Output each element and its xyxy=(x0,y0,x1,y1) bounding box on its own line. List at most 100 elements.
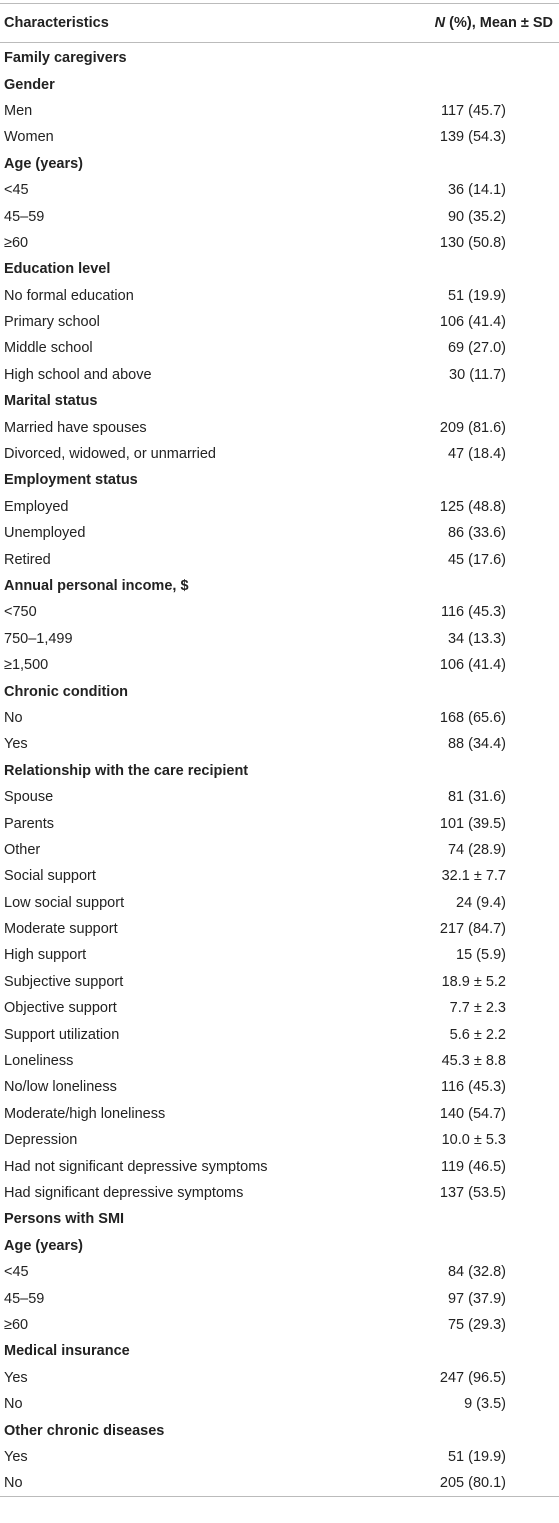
value-cell: 119 (46.5) xyxy=(440,1158,506,1175)
page: Characteristics N (%), Mean ± SD Family … xyxy=(0,3,559,1523)
section-row: Persons with SMI xyxy=(0,1206,559,1232)
value-cell: 32.1 ± 7.7 xyxy=(441,868,506,885)
label-cell: Moderate/high loneliness xyxy=(4,1105,166,1122)
label-cell: 45–59 xyxy=(4,1290,45,1307)
label-cell: No xyxy=(4,709,23,726)
section-row: Medical insurance xyxy=(0,1338,559,1364)
section-row: Employment status xyxy=(0,467,559,493)
value-cell: 45 (17.6) xyxy=(447,551,506,568)
section-row: Annual personal income, $ xyxy=(0,573,559,599)
data-row: Married have spouses 209 (81.6) xyxy=(0,414,559,440)
data-row: Moderate/high loneliness 140 (54.7) xyxy=(0,1101,559,1127)
header-text: (%), Mean ± SD xyxy=(445,15,553,31)
label-cell: <45 xyxy=(4,182,29,199)
value-cell: 34 (13.3) xyxy=(447,630,506,647)
value-cell: 75 (29.3) xyxy=(447,1316,506,1333)
label-cell: Moderate support xyxy=(4,921,118,938)
data-row: High support 15 (5.9) xyxy=(0,942,559,968)
value-cell: 47 (18.4) xyxy=(447,446,506,463)
section-row: Chronic condition xyxy=(0,678,559,704)
value-cell: 101 (39.5) xyxy=(439,815,506,832)
data-row: Low social support 24 (9.4) xyxy=(0,890,559,916)
label-cell: Other xyxy=(4,841,41,858)
data-row: Retired 45 (17.6) xyxy=(0,546,559,572)
data-row: No 205 (80.1) xyxy=(0,1470,559,1497)
value-cell: 74 (28.9) xyxy=(447,841,506,858)
label-cell: Unemployed xyxy=(4,525,86,542)
label-cell: Retired xyxy=(4,551,51,568)
data-row: Spouse 81 (31.6) xyxy=(0,784,559,810)
value-cell: 97 (37.9) xyxy=(447,1290,506,1307)
label-cell: Primary school xyxy=(4,314,100,331)
data-row: Had not significant depressive symptoms 1… xyxy=(0,1153,559,1179)
label-cell: No xyxy=(4,1396,23,1413)
label-cell: Yes xyxy=(4,1448,28,1465)
label-cell: Employed xyxy=(4,498,69,515)
section-row: Family caregivers xyxy=(0,43,559,72)
data-row: Had significant depressive symptoms 137 (… xyxy=(0,1180,559,1206)
label-cell: Subjective support xyxy=(4,973,124,990)
value-cell: 84 (32.8) xyxy=(447,1264,506,1281)
data-row: Yes 88 (34.4) xyxy=(0,731,559,757)
value-cell: 51 (19.9) xyxy=(447,287,506,304)
label-cell: Education level xyxy=(4,261,111,278)
data-row: No/low loneliness 116 (45.3) xyxy=(0,1074,559,1100)
data-row: High school and above 30 (11.7) xyxy=(0,362,559,388)
data-row: Women 139 (54.3) xyxy=(0,124,559,150)
label-cell: Women xyxy=(4,129,54,146)
label-cell: Relationship with the care recipient xyxy=(4,762,249,779)
label-cell: Objective support xyxy=(4,1000,117,1017)
label-cell: Family caregivers xyxy=(4,50,127,67)
data-row: Primary school 106 (41.4) xyxy=(0,309,559,335)
header-cell: Characteristics xyxy=(0,3,380,43)
label-cell: Age (years) xyxy=(4,155,83,172)
label-cell: Other chronic diseases xyxy=(4,1422,165,1439)
label-cell: <45 xyxy=(4,1264,29,1281)
value-cell: 116 (45.3) xyxy=(440,1079,506,1096)
label-cell: <750 xyxy=(4,604,37,621)
header-cell: N (%), Mean ± SD xyxy=(379,3,559,43)
label-cell: Yes xyxy=(4,1369,28,1386)
section-row: Gender xyxy=(0,71,559,97)
value-cell: 86 (33.6) xyxy=(447,525,506,542)
data-row: Other 74 (28.9) xyxy=(0,837,559,863)
label-cell: Depression xyxy=(4,1132,78,1149)
value-cell: 137 (53.5) xyxy=(439,1184,506,1201)
data-row: 45–59 90 (35.2) xyxy=(0,203,559,229)
data-row: Unemployed 86 (33.6) xyxy=(0,520,559,546)
value-cell: 10.0 ± 5.3 xyxy=(441,1132,506,1149)
characteristics-table: Characteristics N (%), Mean ± SD Family … xyxy=(0,3,559,1498)
value-cell: 125 (48.8) xyxy=(439,498,506,515)
label-cell: Married have spouses xyxy=(4,419,147,436)
label-cell: Gender xyxy=(4,76,55,93)
value-cell: 90 (35.2) xyxy=(447,208,506,225)
data-row: <750 116 (45.3) xyxy=(0,599,559,625)
label-cell: ≥1,500 xyxy=(4,657,49,674)
value-cell: 247 (96.5) xyxy=(439,1369,506,1386)
label-cell: Yes xyxy=(4,736,28,753)
value-cell: 88 (34.4) xyxy=(447,736,506,753)
data-row: Divorced, widowed, or unmarried 47 (18.4) xyxy=(0,441,559,467)
data-row: Loneliness 45.3 ± 8.8 xyxy=(0,1048,559,1074)
data-row: Middle school 69 (27.0) xyxy=(0,335,559,361)
section-row: Age (years) xyxy=(0,1233,559,1259)
value-cell: 116 (45.3) xyxy=(440,604,506,621)
data-row: Yes 51 (19.9) xyxy=(0,1444,559,1470)
label-cell: Spouse xyxy=(4,789,54,806)
data-row: Yes 247 (96.5) xyxy=(0,1365,559,1391)
label-cell: No xyxy=(4,1475,23,1492)
value-cell: 168 (65.6) xyxy=(439,709,506,726)
section-row: Education level xyxy=(0,256,559,282)
value-cell: 36 (14.1) xyxy=(447,182,506,199)
value-cell: 51 (19.9) xyxy=(447,1448,506,1465)
header-row: Characteristics N (%), Mean ± SD xyxy=(0,3,559,43)
data-row: Depression 10.0 ± 5.3 xyxy=(0,1127,559,1153)
value-cell: 217 (84.7) xyxy=(439,921,506,938)
data-row: Men 117 (45.7) xyxy=(0,98,559,124)
data-row: Objective support 7.7 ± 2.3 xyxy=(0,995,559,1021)
value-cell: 69 (27.0) xyxy=(447,340,506,357)
data-row: Social support 32.1 ± 7.7 xyxy=(0,863,559,889)
data-row: <45 84 (32.8) xyxy=(0,1259,559,1285)
data-row: <45 36 (14.1) xyxy=(0,177,559,203)
label-cell: Had not significant depressive symptoms xyxy=(4,1158,268,1175)
